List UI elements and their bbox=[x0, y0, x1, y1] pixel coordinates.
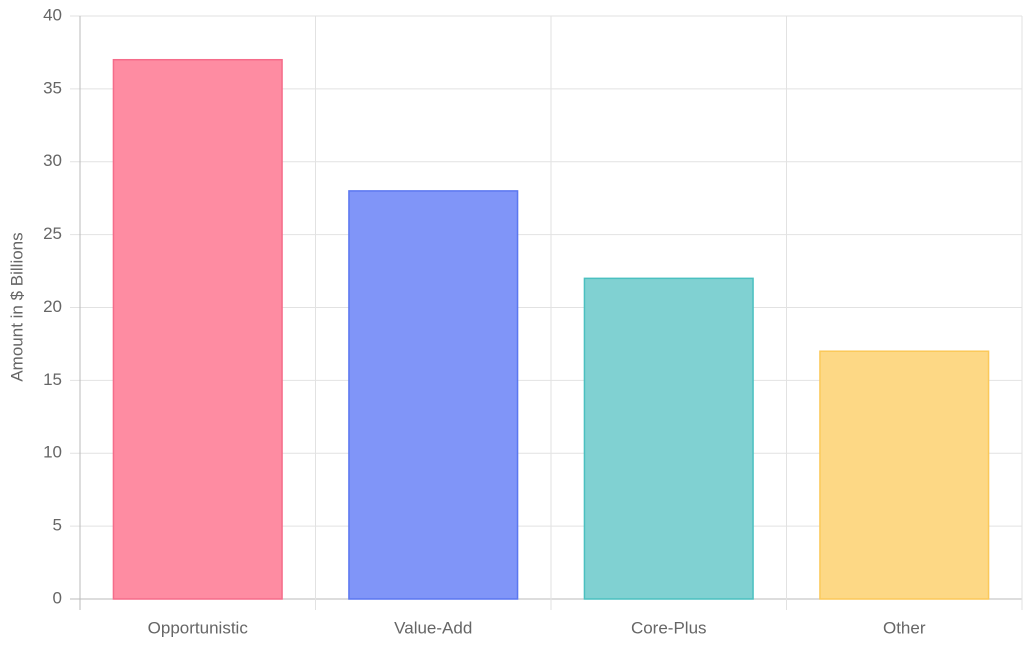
x-tick-label: Other bbox=[883, 618, 926, 637]
bar bbox=[583, 277, 754, 600]
x-tick-label: Value-Add bbox=[394, 618, 472, 637]
bar bbox=[112, 58, 283, 600]
y-tick-label: 20 bbox=[43, 297, 62, 316]
y-tick-label: 25 bbox=[43, 224, 62, 243]
y-tick-label: 0 bbox=[53, 588, 62, 607]
y-tick-label: 5 bbox=[53, 516, 62, 535]
y-tick-label: 35 bbox=[43, 78, 62, 97]
y-tick-label: 10 bbox=[43, 443, 62, 462]
x-tick-label: Opportunistic bbox=[148, 618, 249, 637]
y-axis-title: Amount in $ Billions bbox=[7, 232, 26, 381]
bar bbox=[348, 190, 519, 600]
bar bbox=[819, 350, 990, 600]
y-tick-label: 30 bbox=[43, 151, 62, 170]
x-tick-label: Core-Plus bbox=[631, 618, 707, 637]
y-tick-label: 40 bbox=[43, 5, 62, 24]
y-tick-label: 15 bbox=[43, 370, 62, 389]
